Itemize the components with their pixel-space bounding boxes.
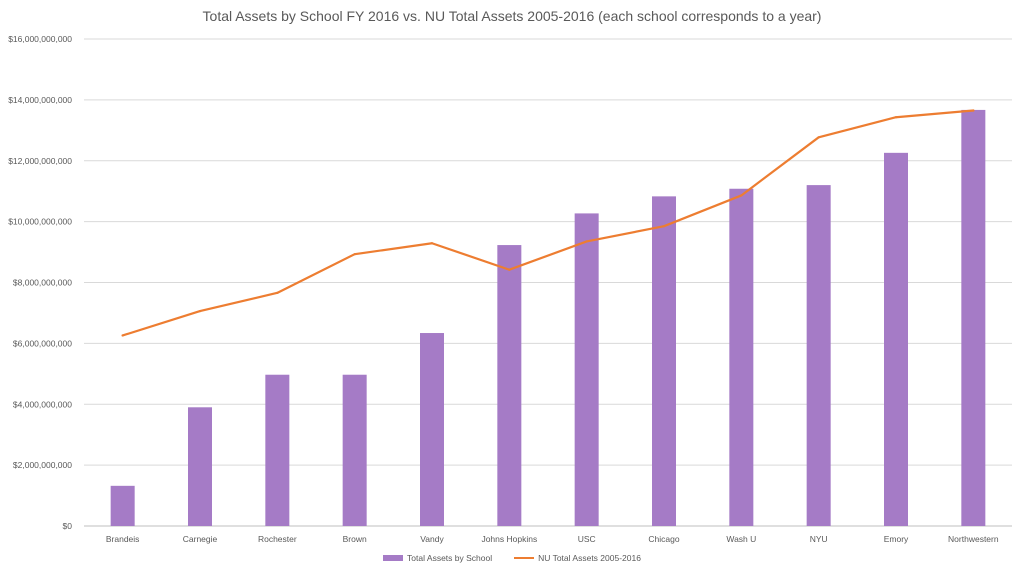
x-tick-label: Brown	[343, 534, 367, 544]
legend-swatch-line	[514, 557, 535, 559]
line-point	[817, 136, 820, 139]
y-tick-label: $12,000,000,000	[8, 156, 72, 166]
line-point	[662, 225, 666, 228]
x-tick-label: Emory	[884, 534, 909, 544]
y-tick-label: $14,000,000,000	[8, 95, 72, 105]
bar	[729, 188, 754, 526]
bar	[961, 109, 986, 526]
x-tick-label: Northwestern	[948, 534, 999, 544]
bar	[497, 245, 522, 526]
legend-swatch-bars	[383, 555, 404, 561]
line-point	[740, 194, 743, 197]
line-point	[894, 116, 898, 119]
legend-item-bars: Total Assets by School	[383, 553, 492, 563]
x-tick-label: Chicago	[648, 534, 679, 544]
y-tick-label: $4,000,000,000	[13, 399, 72, 409]
x-tick-label: Vandy	[420, 534, 444, 544]
x-tick-label: Wash U	[726, 534, 756, 544]
x-tick-label: Johns Hopkins	[481, 534, 537, 544]
line-point	[430, 242, 434, 245]
y-tick-label: $6,000,000,000	[13, 338, 72, 348]
line-point	[508, 268, 511, 271]
line-point	[972, 109, 975, 112]
bar	[884, 152, 908, 526]
y-tick-label: $2,000,000,000	[13, 460, 72, 470]
x-tick-label: Carnegie	[183, 534, 218, 544]
legend-item-line: NU Total Assets 2005-2016	[514, 553, 641, 563]
x-tick-label: Rochester	[258, 534, 297, 544]
chart-legend: Total Assets by School NU Total Assets 2…	[0, 553, 1024, 563]
bar	[188, 407, 212, 526]
bar	[265, 374, 290, 526]
x-tick-label: Brandeis	[106, 534, 140, 544]
y-tick-label: $16,000,000,000	[8, 34, 72, 44]
line-point	[353, 253, 356, 256]
line-point	[276, 291, 279, 294]
line-series	[121, 109, 975, 337]
y-tick-label: $0	[63, 521, 73, 531]
line-point	[198, 310, 202, 313]
line-point	[585, 240, 588, 243]
legend-label-line: NU Total Assets 2005-2016	[538, 553, 641, 563]
bar	[806, 185, 831, 526]
bar	[420, 333, 444, 526]
legend-label-bars: Total Assets by School	[407, 553, 493, 563]
x-tick-label: USC	[578, 534, 596, 544]
chart-title: Total Assets by School FY 2016 vs. NU To…	[202, 8, 822, 24]
y-tick-label: $8,000,000,000	[13, 278, 72, 288]
line-point	[121, 334, 124, 337]
bar	[652, 196, 676, 526]
bar	[574, 213, 599, 527]
bar	[110, 485, 135, 526]
bar	[342, 374, 367, 526]
x-tick-label: NYU	[810, 534, 828, 544]
y-tick-label: $10,000,000,000	[8, 217, 72, 227]
